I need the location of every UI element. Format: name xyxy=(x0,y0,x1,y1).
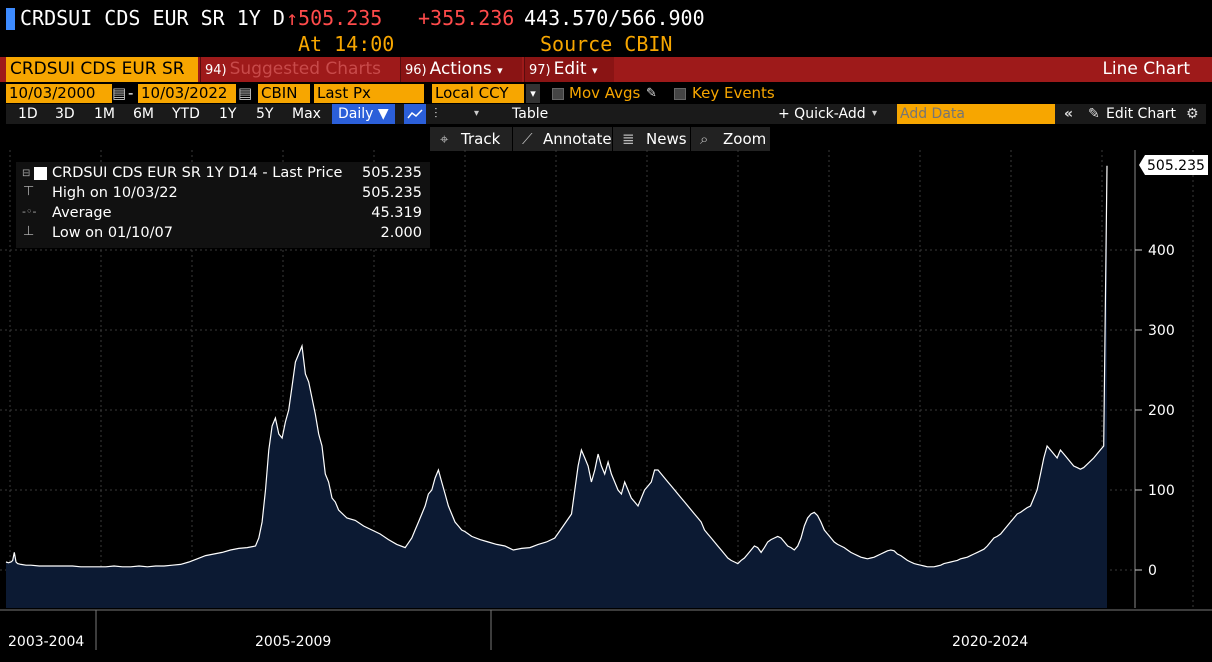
low-marker-icon: ⊥ xyxy=(23,224,35,239)
quick-add-button[interactable]: + Quick-Add xyxy=(778,106,866,122)
last-price: ↑505.235 xyxy=(286,6,383,30)
suggested-charts-button[interactable]: 94) Suggested Charts xyxy=(200,57,398,82)
legend-low-label: Low on 01/10/07 xyxy=(52,225,173,241)
legend-low-value: 2.000 xyxy=(380,225,422,241)
zoom-icon: ⌕ xyxy=(700,130,709,148)
price-range: 443.570/566.900 xyxy=(524,6,705,30)
suggested-num: 94) xyxy=(205,63,227,78)
price-area xyxy=(6,165,1107,609)
divider xyxy=(612,127,613,151)
range-button-6m[interactable]: 6M xyxy=(133,106,154,122)
range-button-1d[interactable]: 1D xyxy=(18,106,38,122)
chart-legend: ⊟ CRDSUI CDS EUR SR 1Y D14 - Last Price … xyxy=(16,162,430,248)
actions-num: 96) xyxy=(405,63,427,78)
range-button-1y[interactable]: 1Y xyxy=(219,106,237,122)
legend-high-value: 505.235 xyxy=(362,185,422,201)
last-price-badge: 505.235 xyxy=(1139,155,1208,175)
pencil-icon[interactable]: ✎ xyxy=(1088,106,1100,122)
chevron-down-icon: ▾ xyxy=(591,64,598,77)
frequency-select[interactable]: Daily ▼ xyxy=(332,104,395,124)
y-tick-label: 300 xyxy=(1148,323,1175,339)
collapse-icon[interactable]: « xyxy=(1064,106,1074,122)
chevron-down-icon: ▾ xyxy=(497,64,503,77)
key-events-label[interactable]: Key Events xyxy=(692,84,775,102)
date-separator: - xyxy=(128,84,134,102)
x-tick-label: 2020-2024 xyxy=(952,634,1028,650)
edit-num: 97) xyxy=(529,63,551,78)
chart-tools-bar xyxy=(430,127,770,151)
ticker-field[interactable]: CRDSUI CDS EUR SR xyxy=(6,57,198,82)
range-button-ytd[interactable]: YTD xyxy=(172,106,200,122)
divider xyxy=(512,127,513,151)
start-date-field[interactable]: 10/03/2000 xyxy=(6,84,112,103)
y-axis-ticks: 0 100 200 300 400 xyxy=(1135,243,1175,579)
x-tick-label: 2003-2004 xyxy=(8,634,84,650)
pencil-icon[interactable]: ✎ xyxy=(646,86,657,101)
y-tick-label: 200 xyxy=(1148,403,1175,419)
annotate-button[interactable]: Annotate xyxy=(543,130,612,148)
price-line xyxy=(5,165,1108,568)
x-axis-labels: 2003-2004 2005-2009 2020-2024 xyxy=(8,634,1028,650)
gear-icon[interactable]: ⚙ xyxy=(1186,106,1199,122)
range-button-max[interactable]: Max xyxy=(292,106,321,122)
edit-chart-button[interactable]: Edit Chart xyxy=(1106,106,1177,122)
candle-icon[interactable]: ⫶ xyxy=(434,106,438,122)
legend-high-label: High on 10/03/22 xyxy=(52,185,178,201)
end-date-field[interactable]: 10/03/2022 xyxy=(138,84,236,103)
key-events-checkbox[interactable] xyxy=(674,88,686,100)
legend-average-value: 45.319 xyxy=(371,205,422,221)
mov-avgs-label[interactable]: Mov Avgs xyxy=(569,84,641,102)
legend-average-label: Average xyxy=(52,205,112,221)
mov-avgs-checkbox[interactable] xyxy=(552,88,564,100)
source-field[interactable]: CBIN xyxy=(258,84,310,103)
x-tick-label: 2005-2009 xyxy=(255,634,331,650)
legend-last-value: 505.235 xyxy=(362,165,422,181)
price-field[interactable]: Last Px xyxy=(314,84,424,103)
last-price-tag-label: 505.235 xyxy=(1147,158,1205,174)
series-swatch[interactable] xyxy=(34,167,47,180)
security-title: CRDSUI CDS EUR SR 1Y D xyxy=(20,6,285,30)
range-button-1m[interactable]: 1M xyxy=(94,106,115,122)
actions-label: Actions xyxy=(429,59,492,79)
add-data-input[interactable] xyxy=(897,104,1055,124)
average-marker-icon: -◦- xyxy=(22,205,37,218)
currency-select[interactable]: Local CCY xyxy=(432,84,524,103)
table-button[interactable]: Table xyxy=(512,106,549,122)
crosshair-icon: ⌖ xyxy=(440,130,449,148)
annotate-icon: ⟋ xyxy=(522,130,533,148)
chevron-down-icon[interactable]: ▾ xyxy=(872,108,878,119)
quote-time: At 14:00 xyxy=(298,32,395,56)
actions-menu[interactable]: 96) Actions ▾ xyxy=(400,57,522,82)
y-tick-label: 400 xyxy=(1148,243,1175,259)
y-tick-label: 100 xyxy=(1148,483,1175,499)
track-button[interactable]: Track xyxy=(461,130,501,148)
chart-type-label: Line Chart xyxy=(1102,59,1190,79)
range-button-3d[interactable]: 3D xyxy=(55,106,75,122)
news-icon: ≣ xyxy=(622,130,635,148)
edit-menu[interactable]: 97) Edit ▾ xyxy=(524,57,614,82)
chevron-down-icon[interactable]: ▾ xyxy=(474,108,480,119)
divider xyxy=(690,127,691,151)
range-button-5y[interactable]: 5Y xyxy=(256,106,274,122)
daily-label: Daily xyxy=(338,106,374,122)
calendar-icon[interactable]: ▤ xyxy=(112,84,127,102)
legend-series-name: CRDSUI CDS EUR SR 1Y D14 - Last Price xyxy=(52,165,343,181)
y-tick-label: 0 xyxy=(1148,563,1157,579)
price-change: +355.236 xyxy=(418,6,515,30)
ticker-marker xyxy=(6,8,15,30)
zoom-button[interactable]: Zoom xyxy=(723,130,767,148)
edit-label: Edit xyxy=(553,59,587,79)
triangle-down-icon: ▼ xyxy=(377,106,389,122)
news-button[interactable]: News xyxy=(646,130,687,148)
last-price-tag xyxy=(1139,155,1208,175)
quote-source: Source CBIN xyxy=(540,32,673,56)
chart-style-icon[interactable] xyxy=(404,104,426,124)
calendar-icon[interactable]: ▤ xyxy=(238,84,253,102)
collapse-box-icon[interactable]: ⊟ xyxy=(22,168,31,179)
high-marker-icon: ⊤ xyxy=(23,184,35,199)
suggested-label: Suggested Charts xyxy=(229,59,381,79)
chevron-down-icon[interactable]: ▾ xyxy=(526,84,540,103)
